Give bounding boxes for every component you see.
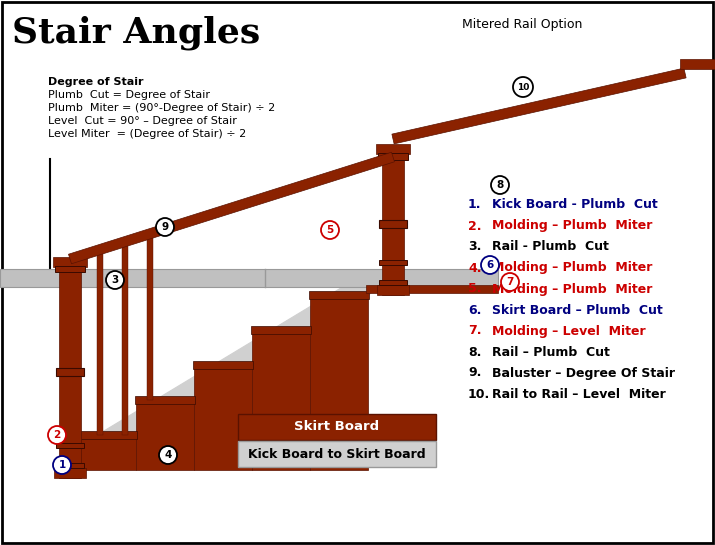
Text: 4.: 4.	[468, 262, 481, 275]
Bar	[194, 365, 252, 470]
Circle shape	[501, 273, 519, 291]
Text: Molding – Plumb  Miter: Molding – Plumb Miter	[492, 262, 652, 275]
Text: 10: 10	[517, 82, 529, 92]
Bar	[97, 252, 103, 435]
Bar	[136, 400, 194, 470]
Circle shape	[481, 256, 499, 274]
Text: Level Miter  = (Degree of Stair) ÷ 2: Level Miter = (Degree of Stair) ÷ 2	[48, 129, 246, 139]
Bar	[78, 435, 136, 470]
Text: 1.: 1.	[468, 198, 481, 211]
Bar	[135, 396, 195, 404]
Text: 5.: 5.	[468, 282, 481, 295]
Bar	[379, 280, 407, 285]
Bar	[59, 267, 81, 478]
Bar	[193, 361, 253, 369]
Bar	[377, 285, 409, 295]
Circle shape	[53, 456, 71, 474]
Text: 9.: 9.	[468, 366, 481, 379]
Bar	[0, 269, 498, 287]
Bar	[382, 154, 404, 295]
Bar	[366, 285, 498, 293]
Text: Skirt Board – Plumb  Cut: Skirt Board – Plumb Cut	[492, 304, 663, 317]
Text: Degree of Stair: Degree of Stair	[48, 77, 144, 87]
Text: 7.: 7.	[468, 324, 481, 337]
Bar	[379, 260, 407, 265]
Bar	[54, 468, 86, 478]
Text: 2.: 2.	[468, 220, 481, 233]
Bar	[376, 144, 410, 154]
Text: 8: 8	[496, 180, 503, 190]
Bar	[55, 266, 85, 272]
Text: 3: 3	[112, 275, 119, 285]
Text: Mitered Rail Option: Mitered Rail Option	[462, 18, 583, 31]
Circle shape	[156, 218, 174, 236]
Bar	[309, 291, 369, 299]
Text: 8.: 8.	[468, 346, 481, 359]
Bar	[56, 443, 84, 448]
Circle shape	[48, 426, 66, 444]
Polygon shape	[392, 68, 686, 144]
Text: 1: 1	[59, 460, 66, 470]
Text: 10.: 10.	[468, 387, 490, 401]
Bar	[56, 368, 84, 376]
Text: 6.: 6.	[468, 304, 481, 317]
Text: Molding – Level  Miter: Molding – Level Miter	[492, 324, 646, 337]
Bar	[56, 463, 84, 468]
Text: Kick Board to Skirt Board: Kick Board to Skirt Board	[248, 447, 426, 461]
Text: Rail – Plumb  Cut: Rail – Plumb Cut	[492, 346, 610, 359]
Bar	[378, 153, 408, 160]
Text: Molding – Plumb  Miter: Molding – Plumb Miter	[492, 220, 652, 233]
Text: Molding – Plumb  Miter: Molding – Plumb Miter	[492, 282, 652, 295]
Bar	[238, 441, 436, 467]
Text: Plumb  Miter = (90°-Degree of Stair) ÷ 2: Plumb Miter = (90°-Degree of Stair) ÷ 2	[48, 103, 275, 113]
Polygon shape	[68, 276, 371, 470]
Text: 2: 2	[54, 430, 61, 440]
Circle shape	[159, 446, 177, 464]
Text: 6: 6	[486, 260, 493, 270]
Text: Skirt Board: Skirt Board	[295, 421, 380, 433]
Text: Rail to Rail – Level  Miter: Rail to Rail – Level Miter	[492, 387, 666, 401]
Circle shape	[513, 77, 533, 97]
Text: Rail - Plumb  Cut: Rail - Plumb Cut	[492, 240, 609, 253]
Bar	[310, 295, 368, 470]
Bar	[238, 414, 436, 440]
Text: 5: 5	[326, 225, 334, 235]
Bar	[252, 330, 310, 470]
Bar	[379, 220, 407, 228]
Text: Level  Cut = 90° – Degree of Stair: Level Cut = 90° – Degree of Stair	[48, 116, 237, 126]
Text: 3.: 3.	[468, 240, 481, 253]
Circle shape	[491, 176, 509, 194]
Text: 4: 4	[164, 450, 172, 460]
Text: 7: 7	[506, 277, 513, 287]
Polygon shape	[69, 152, 395, 264]
Bar	[53, 257, 87, 267]
Circle shape	[321, 221, 339, 239]
Bar	[147, 236, 153, 400]
Text: Plumb  Cut = Degree of Stair: Plumb Cut = Degree of Stair	[48, 90, 210, 100]
Bar	[122, 244, 128, 435]
Bar	[77, 431, 137, 439]
Text: Baluster – Degree Of Stair: Baluster – Degree Of Stair	[492, 366, 675, 379]
Text: 9: 9	[162, 222, 169, 232]
Circle shape	[106, 271, 124, 289]
Bar	[251, 326, 311, 334]
Bar	[680, 59, 715, 69]
Text: Stair Angles: Stair Angles	[12, 15, 260, 50]
Text: Kick Board - Plumb  Cut: Kick Board - Plumb Cut	[492, 198, 658, 211]
